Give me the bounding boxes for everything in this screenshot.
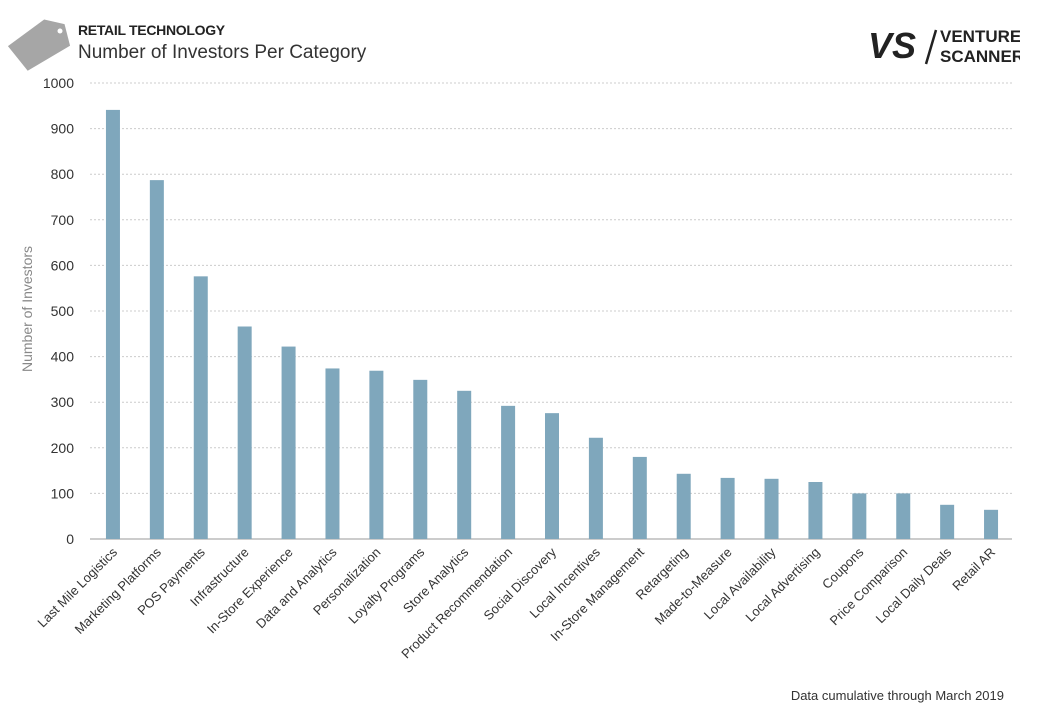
y-tick-label: 0 [66,531,74,547]
bar [457,390,472,539]
x-tick-label: Infrastructure [187,545,252,610]
bar [105,109,120,540]
x-tick-label: Loyalty Programs [345,544,427,626]
y-tick-label: 500 [51,303,75,319]
y-tick-label: 100 [51,485,75,501]
y-tick-label: 400 [51,349,75,365]
price-tag-icon [7,19,70,71]
bar [588,437,603,539]
x-tick-label: In-Store Management [547,544,647,644]
chart-kicker: RETAIL TECHNOLOGY [78,22,225,38]
bar [281,346,296,539]
logo-mark: VS [868,25,916,66]
x-tick-label: Coupons [819,544,867,592]
y-tick-label: 700 [51,212,75,228]
x-tick-label: Social Discovery [481,544,560,623]
bar [764,478,779,539]
venture-scanner-logo: VS VENTURE SCANNER [868,24,1024,72]
bar [149,180,164,540]
footnote: Data cumulative through March 2019 [790,688,1004,703]
logo-text-scanner: SCANNER [940,47,1020,66]
x-tick-label: Retail AR [949,545,998,594]
y-tick-label: 300 [51,394,75,410]
bar [632,456,647,539]
x-tick-label: Made-to-Measure [652,545,735,628]
x-tick-label: POS Payments [134,544,208,618]
logo-text-venture: VENTURE [940,27,1020,46]
bar [193,276,208,539]
x-tick-label: In-Store Experience [204,545,296,637]
y-tick-label: 600 [51,257,75,273]
bar [237,326,252,539]
bar [852,493,867,539]
bar [720,477,735,539]
bar [808,482,823,539]
x-tick-label: Price Comparison [827,545,911,629]
x-tick-label: Personalization [310,545,383,618]
x-tick-label: Last Mile Logistics [34,544,120,630]
x-tick-label: Local Advertising [742,545,822,625]
bar [413,379,428,539]
x-tick-label: Local Daily Deals [873,544,955,626]
x-tick-label: Store Analytics [400,544,472,616]
x-tick-label: Local Incentives [526,544,603,621]
bar [940,504,955,539]
x-tick-label: Local Availability [701,544,779,622]
chart-title: Number of Investors Per Category [78,42,367,63]
y-tick-label: 1000 [43,75,74,91]
bar [369,370,384,539]
bar [325,368,340,539]
bar [545,413,559,539]
y-tick-label: 200 [51,440,75,456]
x-tick-label: Retargeting [633,545,691,603]
x-tick-label: Data and Analytics [253,544,340,631]
y-axis-label: Number of Investors [19,246,35,372]
bar [501,405,516,539]
y-tick-label: 800 [51,166,75,182]
x-tick-label: Product Recommendation [398,545,515,662]
x-tick-label: Marketing Platforms [72,544,165,637]
bar [984,509,999,539]
bar [676,473,691,539]
y-tick-label: 900 [51,121,75,137]
bar [896,493,911,539]
